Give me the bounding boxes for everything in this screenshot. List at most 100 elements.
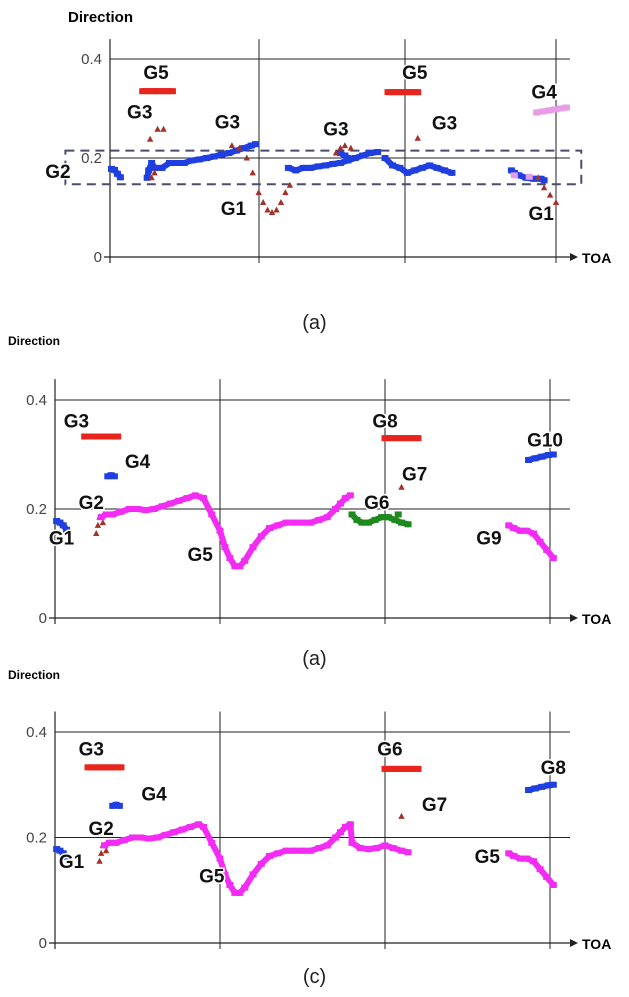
annotation-label: G7 <box>402 465 427 486</box>
y-tick-label: 0 <box>39 935 47 952</box>
y-tick-label: 0.2 <box>26 501 47 518</box>
data-point <box>96 857 103 864</box>
annotation-label: G5 <box>402 63 428 84</box>
data-point <box>545 451 557 459</box>
annotation-label: G9 <box>476 528 501 549</box>
annotation-label: G6 <box>377 740 402 761</box>
annotation-label: G5 <box>143 63 169 84</box>
data-point <box>108 472 118 480</box>
annotation-label: G4 <box>125 452 151 473</box>
annotation-label: G3 <box>432 113 457 134</box>
x-axis-arrow <box>570 253 578 261</box>
data-point <box>398 519 412 528</box>
data-point <box>259 199 267 206</box>
data-point <box>93 530 100 537</box>
data-point <box>510 172 518 179</box>
data-point <box>543 546 557 562</box>
data-point <box>398 847 412 856</box>
annotation-label: G3 <box>64 411 89 432</box>
data-point <box>341 142 349 149</box>
y-axis-label: Direction <box>68 9 133 26</box>
annotation-label: G1 <box>221 199 247 220</box>
y-tick-label: 0.4 <box>81 51 102 68</box>
data-point <box>273 206 280 213</box>
data-point <box>243 154 250 161</box>
data-point <box>248 141 259 149</box>
annotation-label: G4 <box>141 785 167 806</box>
data-point <box>154 125 161 132</box>
y-tick-label: 0.2 <box>81 150 102 167</box>
data-point <box>538 175 548 184</box>
caption-panel-1: (a) <box>302 312 327 334</box>
annotation-label: G8 <box>372 411 397 432</box>
annotation-label: G3 <box>215 112 240 133</box>
data-point <box>268 208 276 215</box>
data-point <box>286 181 294 188</box>
data-point <box>398 812 405 819</box>
data-point <box>277 199 285 206</box>
annotation-label: G2 <box>45 162 70 183</box>
y-tick-label: 0.4 <box>26 724 47 741</box>
annotation-label: G6 <box>364 493 389 514</box>
y-tick-label: 0 <box>94 249 102 266</box>
data-point <box>367 149 381 157</box>
dashed-box <box>64 149 583 186</box>
y-tick-label: 0.2 <box>26 830 47 847</box>
annotation-label: G3 <box>79 740 104 761</box>
data-point <box>534 174 542 181</box>
data-point <box>228 142 236 149</box>
data-point <box>342 492 354 502</box>
x-axis-label: TOA <box>582 250 611 266</box>
data-point <box>341 152 351 161</box>
annotation-label: G1 <box>528 204 554 225</box>
data-point <box>540 184 548 191</box>
data-point <box>113 801 123 809</box>
data-point <box>160 125 167 132</box>
data-point <box>394 511 402 518</box>
data-point <box>441 167 455 176</box>
data-point <box>557 104 570 112</box>
data-point <box>151 169 158 176</box>
data-point <box>114 170 124 181</box>
y-axis-label: Direction <box>8 668 60 682</box>
y-tick-label: 0 <box>39 610 47 627</box>
annotation-label: G8 <box>541 758 566 779</box>
x-axis-label: TOA <box>582 611 611 627</box>
data-point <box>249 169 256 176</box>
data-point <box>200 495 215 518</box>
annotation-label: G3 <box>323 120 348 141</box>
caption-panel-2: (a) <box>302 648 327 670</box>
data-point <box>146 135 154 142</box>
data-point <box>552 199 560 206</box>
annotation-label: G4 <box>531 83 557 104</box>
data-point <box>98 849 105 856</box>
annotation-label: G10 <box>527 430 563 451</box>
annotation-label: G5 <box>475 847 501 868</box>
x-axis-arrow <box>570 939 578 947</box>
data-point <box>347 821 355 846</box>
data-point <box>60 850 70 861</box>
x-axis-arrow <box>570 614 578 622</box>
data-point <box>525 173 533 180</box>
data-point <box>255 189 262 196</box>
data-point <box>337 144 344 151</box>
data-point <box>102 847 110 854</box>
data-point <box>94 521 102 528</box>
data-point <box>398 483 405 490</box>
data-point <box>282 189 289 196</box>
data-point <box>347 144 355 151</box>
annotation-label: G2 <box>79 493 104 514</box>
data-point <box>545 781 557 789</box>
annotation-label: G5 <box>188 545 214 566</box>
data-point <box>332 149 340 156</box>
caption-panel-3: (c) <box>302 966 327 988</box>
data-point <box>208 511 223 534</box>
data-point <box>236 144 243 151</box>
chart-panel-1: 0 0.2 0.4 Direction TOA G5 G3 G3 G2 G1 G3 G5 G3 G4 G1 <box>44 9 612 266</box>
data-point <box>543 874 557 888</box>
data-point <box>264 206 271 213</box>
annotation-label: G5 <box>199 866 225 887</box>
annotation-label: G3 <box>127 102 152 123</box>
